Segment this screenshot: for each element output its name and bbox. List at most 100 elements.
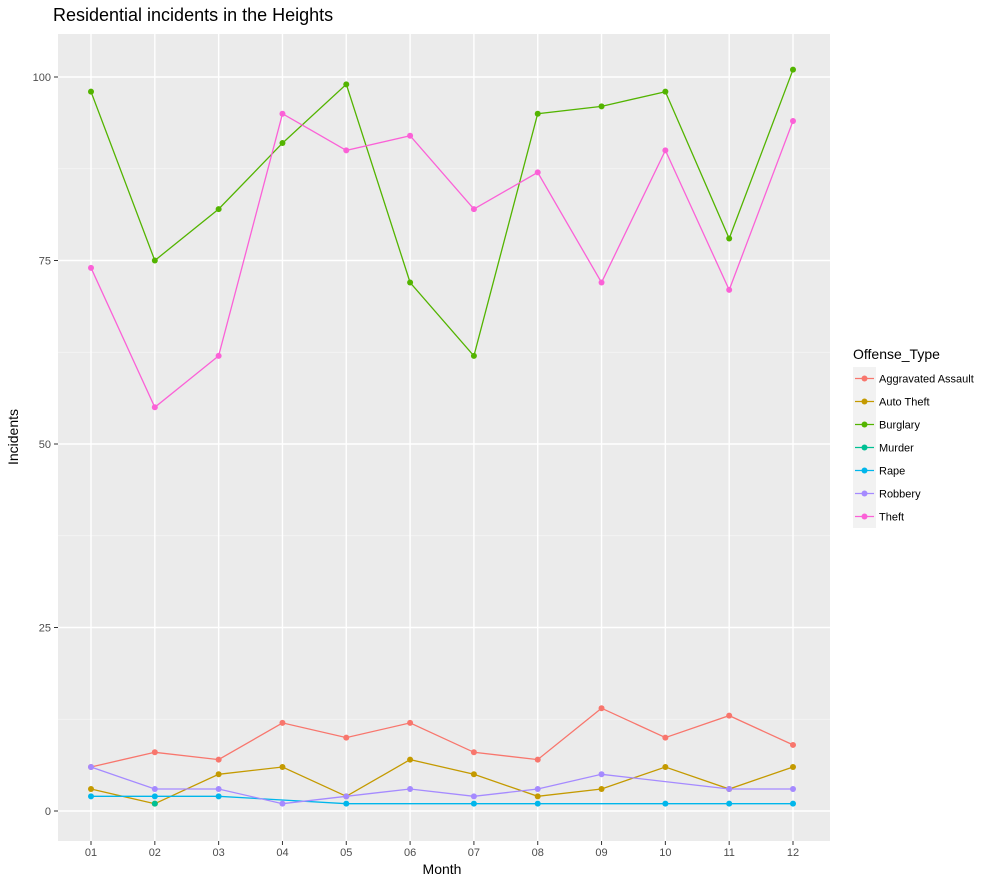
series-rape [88, 793, 796, 807]
data-point-murder [151, 800, 158, 807]
x-tick-label: 01 [85, 847, 97, 859]
data-point-robbery [790, 785, 796, 792]
data-point-robbery [343, 793, 350, 800]
y-tick-label: 100 [33, 72, 51, 84]
x-tick-label: 03 [213, 847, 225, 859]
legend-key-point [861, 421, 868, 428]
data-point-aggravated-assault [598, 705, 605, 712]
data-point-theft [534, 169, 541, 176]
data-point-burglary [151, 257, 158, 264]
data-point-auto-theft [215, 771, 222, 778]
data-point-auto-theft [534, 793, 541, 800]
legend-label: Aggravated Assault [879, 374, 974, 386]
data-point-burglary [88, 88, 94, 95]
data-point-burglary [279, 140, 286, 147]
data-point-theft [215, 352, 222, 359]
legend-item-robbery: Robbery [853, 482, 921, 505]
data-point-theft [88, 264, 94, 271]
data-point-rape [662, 800, 669, 807]
data-point-aggravated-assault [662, 734, 669, 741]
x-tick-label: 09 [595, 847, 607, 859]
data-point-auto-theft [790, 763, 796, 770]
series-burglary [88, 66, 796, 359]
data-point-aggravated-assault [343, 734, 350, 741]
data-point-rape [790, 800, 796, 807]
data-point-auto-theft [662, 763, 669, 770]
legend-key-point [861, 375, 868, 382]
data-point-theft [151, 404, 158, 411]
y-tick-label: 0 [45, 806, 51, 818]
legend-item-murder: Murder [853, 436, 914, 459]
x-tick-label: 05 [340, 847, 352, 859]
data-point-aggravated-assault [790, 741, 796, 748]
series-line-theft [90, 112, 794, 409]
series-layer [88, 66, 796, 807]
legend-label: Theft [879, 512, 904, 524]
data-point-robbery [407, 785, 414, 792]
minor-gridlines [58, 168, 830, 720]
data-point-burglary [790, 66, 796, 73]
legend-key-point [861, 444, 868, 451]
data-point-theft [790, 118, 796, 125]
data-point-auto-theft [407, 756, 414, 763]
legend-item-burglary: Burglary [853, 413, 920, 436]
x-tick-label: 02 [149, 847, 161, 859]
legend-label: Rape [879, 466, 905, 478]
data-point-auto-theft [470, 771, 477, 778]
legend-key-point [861, 398, 868, 405]
legend-item-auto-theft: Auto Theft [853, 390, 930, 413]
legend-label: Robbery [879, 489, 921, 501]
x-tick-label: 10 [659, 847, 671, 859]
data-point-burglary [662, 88, 669, 95]
data-point-burglary [343, 81, 350, 88]
y-tick-label: 75 [39, 256, 51, 268]
data-point-aggravated-assault [407, 719, 414, 726]
y-axis-title: Incidents [5, 409, 21, 465]
chart-title: Residential incidents in the Heights [53, 5, 333, 25]
data-point-aggravated-assault [151, 749, 158, 756]
data-point-rape [534, 800, 541, 807]
x-tick-label: 11 [723, 847, 734, 859]
data-point-robbery [598, 771, 605, 778]
data-point-robbery [726, 785, 733, 792]
legend: Offense_Type Aggravated Assault Auto Thef… [853, 346, 974, 528]
legend-key-point [861, 513, 868, 520]
data-point-rape [726, 800, 733, 807]
data-point-rape [470, 800, 477, 807]
series-murder [151, 800, 158, 807]
data-point-burglary [598, 103, 605, 110]
series-line-auto-theft [90, 758, 794, 805]
x-tick-label: 06 [404, 847, 416, 859]
x-tick-label: 08 [532, 847, 544, 859]
legend-label: Murder [879, 443, 914, 455]
y-tick-label: 25 [39, 623, 51, 635]
data-point-robbery [151, 785, 158, 792]
legend-item-aggravated-assault: Aggravated Assault [853, 367, 974, 390]
data-point-robbery [215, 785, 222, 792]
data-point-theft [598, 279, 605, 286]
data-point-auto-theft [88, 785, 94, 792]
data-point-aggravated-assault [470, 749, 477, 756]
x-axis: 01 02 03 04 05 06 07 08 09 10 11 12 [85, 841, 799, 859]
y-axis: 0 25 50 75 100 [33, 72, 58, 818]
data-point-theft [343, 147, 350, 154]
data-point-burglary [534, 110, 541, 117]
x-tick-label: 12 [787, 847, 799, 859]
series-robbery [88, 763, 796, 807]
data-point-burglary [215, 206, 222, 213]
series-line-burglary [90, 69, 794, 358]
data-point-robbery [88, 763, 94, 770]
major-gridlines [58, 34, 830, 841]
data-point-robbery [534, 785, 541, 792]
legend-item-rape: Rape [853, 459, 905, 482]
plot-panel [58, 34, 830, 841]
data-point-aggravated-assault [534, 756, 541, 763]
data-point-theft [407, 132, 414, 139]
data-point-rape [151, 793, 158, 800]
data-point-aggravated-assault [279, 719, 286, 726]
data-point-robbery [279, 800, 286, 807]
data-point-burglary [407, 279, 414, 286]
data-point-rape [215, 793, 222, 800]
data-point-aggravated-assault [726, 712, 733, 719]
